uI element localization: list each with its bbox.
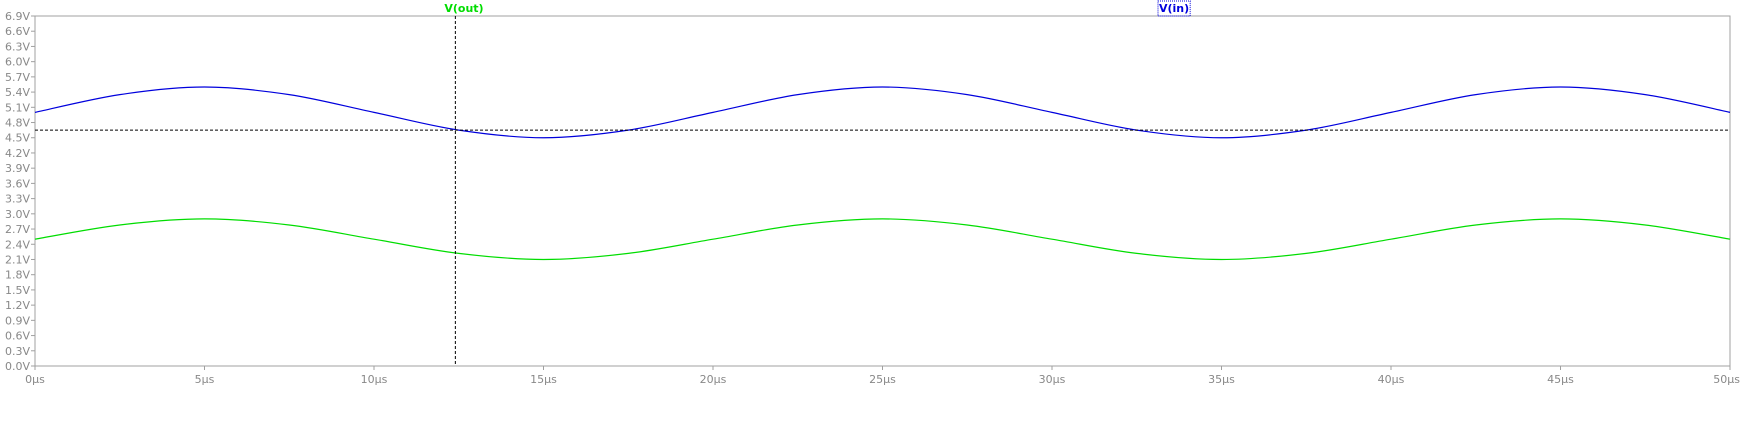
y-tick-label: 2.7V — [5, 223, 30, 236]
series-layer — [34, 86, 1731, 261]
y-tick-label: 0.0V — [5, 360, 30, 373]
x-tick-label: 20µs — [700, 373, 727, 386]
y-tick-label: 6.3V — [5, 40, 30, 53]
x-tick-label: 50µs — [1713, 373, 1740, 386]
x-tick-label: 30µs — [1039, 373, 1066, 386]
x-tick-label: 40µs — [1378, 373, 1405, 386]
y-tick-label: 4.8V — [5, 117, 30, 130]
y-tick-label: 0.3V — [5, 345, 30, 358]
x-tick-label: 35µs — [1208, 373, 1235, 386]
cursor-layer[interactable] — [35, 16, 1730, 366]
y-tick-label: 3.6V — [5, 177, 30, 190]
y-tick-label: 5.4V — [5, 86, 30, 99]
x-tick-label: 5µs — [195, 373, 215, 386]
y-tick-label: 0.6V — [5, 330, 30, 343]
y-tick-label: 5.1V — [5, 101, 30, 114]
y-tick-label: 6.6V — [5, 25, 30, 38]
series-line-v-in — [34, 86, 1731, 139]
legend-selection-box — [1157, 0, 1191, 17]
x-tick-label: 25µs — [869, 373, 896, 386]
y-tick-label: 1.2V — [5, 299, 30, 312]
y-axis: 0.0V 0.3V 0.6V 0.9V 1.2V 1.5V 1.8V 2.1V 2.4V 2.7V… — [5, 10, 35, 373]
legend-label-vin[interactable]: V(in) — [1159, 2, 1189, 15]
series-line-v-out — [34, 218, 1731, 261]
y-tick-label: 3.3V — [5, 193, 30, 206]
y-tick-label: 3.9V — [5, 162, 30, 175]
plot-frame — [34, 15, 1731, 367]
y-tick-label: 3.0V — [5, 208, 30, 221]
y-tick-label: 1.5V — [5, 284, 30, 297]
y-tick-label: 4.5V — [5, 132, 30, 145]
legend: V(out) V(in) — [444, 0, 1191, 17]
plot-border — [34, 15, 1731, 367]
legend-label-vout[interactable]: V(out) — [444, 2, 483, 15]
x-tick-label: 15µs — [530, 373, 557, 386]
y-tick-label: 6.9V — [5, 10, 30, 23]
y-tick-label: 5.7V — [5, 71, 30, 84]
y-tick-label: 0.9V — [5, 314, 30, 327]
x-tick-label: 45µs — [1547, 373, 1574, 386]
y-tick-label: 4.2V — [5, 147, 30, 160]
x-tick-label: 0µs — [25, 373, 45, 386]
y-tick-label: 2.4V — [5, 238, 30, 251]
x-tick-label: 10µs — [361, 373, 388, 386]
y-tick-label: 1.8V — [5, 269, 30, 282]
y-tick-label: 6.0V — [5, 56, 30, 69]
y-tick-label: 2.1V — [5, 253, 30, 266]
x-axis: 0µs 5µs 10µs 15µs 20µs 25µs 30µs 35µs 40µs 45µs 50… — [25, 366, 1740, 386]
